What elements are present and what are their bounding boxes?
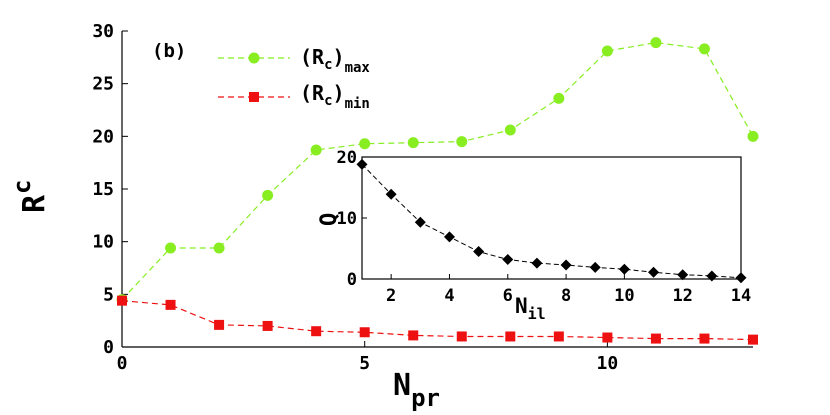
y-tick-label: 10 [92, 232, 114, 253]
inset-data-point [414, 216, 426, 228]
inset-x-tick-label: 8 [561, 286, 571, 306]
inset-data-point [473, 246, 485, 258]
inset-x-tick-label: 12 [672, 286, 692, 306]
inset-y-tick-label: 0 [347, 270, 357, 290]
data-point [407, 137, 419, 149]
data-point [504, 124, 516, 136]
inset-data-point [531, 257, 543, 269]
x-axis-label: Npr [393, 368, 440, 412]
data-point [310, 144, 322, 156]
inset-x-tick-label: 6 [503, 286, 513, 306]
inset-series [356, 158, 747, 284]
inset-data-point [560, 259, 572, 271]
inset-x-tick-label: 14 [731, 286, 751, 306]
data-point [213, 242, 225, 254]
inset-data-point [443, 231, 455, 243]
series-line-0 [121, 41, 754, 301]
data-point [650, 333, 661, 344]
data-point [456, 331, 467, 342]
main-series [116, 37, 759, 345]
legend-marker-min [249, 92, 259, 102]
x-tick-label: 10 [597, 353, 619, 374]
inset-data-point [502, 253, 514, 265]
inset-ticks: 0 10 20 2 4 6 8 10 12 14 [337, 148, 752, 306]
data-point [698, 43, 710, 55]
data-point [602, 332, 613, 343]
inset-y-axis-label: Q [317, 213, 342, 226]
inset-data-point [385, 188, 397, 200]
y-tick-label: 5 [103, 284, 114, 305]
x-tick-label: 5 [359, 353, 370, 374]
inset-data-point [648, 266, 660, 278]
inset-x-tick-label: 2 [386, 286, 396, 306]
data-point [214, 319, 225, 330]
data-point [601, 45, 613, 57]
y-tick-label: 30 [92, 21, 114, 42]
inset-x-tick-label: 4 [444, 286, 454, 306]
x-tick-label: 0 [117, 353, 128, 374]
series-line-1 [121, 300, 754, 341]
data-point [117, 295, 127, 306]
svg-text:Q: Q [317, 213, 342, 226]
inset-data-point [356, 158, 368, 170]
inset-data-point [589, 261, 601, 273]
inset-y-tick-label: 10 [337, 209, 357, 229]
data-point [408, 330, 419, 341]
inset-data-point [735, 272, 747, 284]
data-point [699, 333, 710, 344]
data-point [553, 331, 564, 342]
inset-data-point [677, 269, 689, 281]
inset-data-point [618, 263, 630, 275]
legend-marker-max [248, 52, 260, 64]
data-point [359, 138, 371, 150]
data-point [311, 326, 322, 337]
data-point [650, 37, 662, 49]
data-point [748, 334, 758, 345]
inset-x-tick-label: 10 [614, 286, 634, 306]
data-point [165, 242, 177, 254]
svg-text:Rc: Rc [8, 179, 52, 213]
legend-label-min: (Rc)min [300, 81, 370, 112]
inset-y-tick-label: 20 [337, 148, 357, 168]
data-point [359, 327, 370, 338]
data-point [505, 331, 516, 342]
data-point [553, 92, 565, 104]
data-point [262, 320, 273, 331]
y-axis-label: Rc [8, 179, 52, 213]
data-point [165, 299, 176, 310]
data-point [262, 189, 274, 201]
y-tick-label: 25 [92, 74, 114, 95]
inset-background [362, 157, 741, 279]
legend-label-max: (Rc)max [300, 45, 370, 76]
data-point [456, 136, 468, 148]
y-tick-label: 20 [92, 126, 114, 147]
y-tick-label: 0 [103, 337, 114, 358]
data-point [747, 130, 759, 142]
y-tick-label: 15 [92, 179, 114, 200]
inset-x-axis-label: Nil [515, 294, 546, 323]
legend: (Rc)max (Rc)min [218, 45, 370, 112]
panel-label: (b) [152, 40, 186, 62]
inset-data-point [706, 270, 718, 282]
